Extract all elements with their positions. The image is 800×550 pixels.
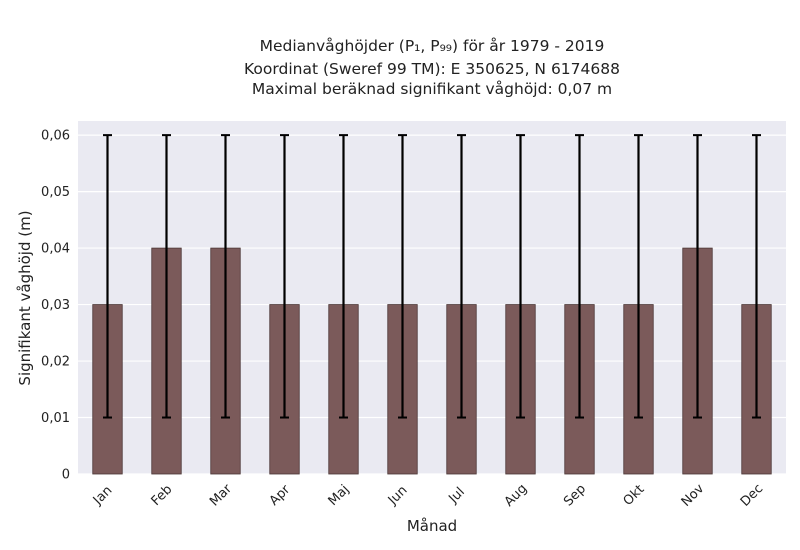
x-axis-label: Månad [407,517,457,535]
error-bars [103,134,761,419]
x-tick-label: Jun [385,483,411,509]
y-tick-label: 0,03 [41,298,70,313]
x-tick-label: Jan [90,483,115,508]
x-tick-label: Feb [149,482,176,509]
y-tick-label: 0,04 [41,242,70,257]
x-tick-label: Jul [445,485,467,507]
y-tick-label: 0,06 [41,129,70,144]
x-tick-label: Nov [679,481,708,510]
x-tick-label: Apr [267,482,294,509]
title-line-1: Medianvåghöjder (P₁, P₉₉) för år 1979 - … [260,37,605,55]
x-tick-label: Aug [502,481,531,510]
y-tick-labels: 0 0,01 0,02 0,03 0,04 0,05 0,06 [41,129,70,483]
y-tick-label: 0,05 [41,185,70,200]
x-tick-labels: Jan Feb Mar Apr Maj Jun Jul Aug Sep Okt Nov Dec [90,481,766,510]
x-tick-label: Sep [561,482,589,510]
title-line-3: Maximal beräknad signifikant våghöjd: 0,… [252,80,612,98]
y-axis-label: Signifikant våghöjd (m) [16,210,34,385]
x-tick-label: Mar [207,481,235,509]
chart-title: Medianvåghöjder (P₁, P₉₉) för år 1979 - … [244,37,620,98]
y-tick-label: 0,01 [41,411,70,426]
y-tick-label: 0,02 [41,355,70,370]
plot-area [78,121,786,474]
grid [78,134,786,475]
title-line-2: Koordinat (Sweref 99 TM): E 350625, N 61… [244,60,620,78]
x-tick-label: Okt [621,482,648,509]
x-tick-label: Maj [326,482,353,509]
y-tick-label: 0 [62,468,70,483]
x-tick-label: Dec [738,481,766,509]
